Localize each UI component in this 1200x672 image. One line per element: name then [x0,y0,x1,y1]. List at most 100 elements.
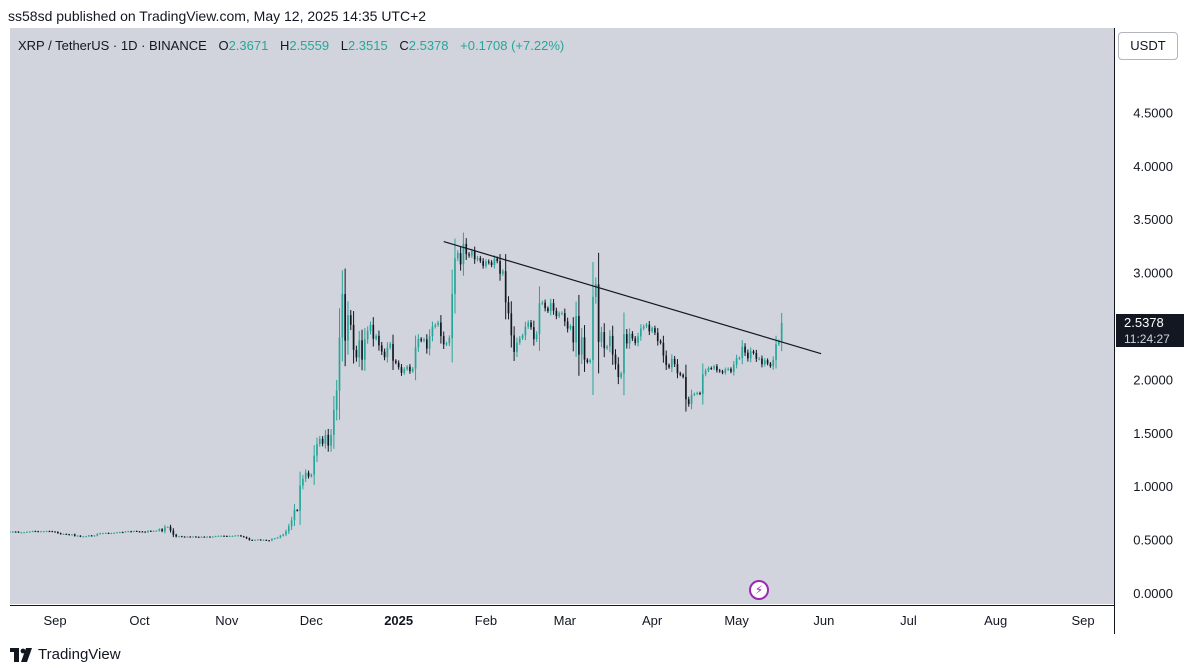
candle-body [487,261,490,263]
candle-body [352,324,355,350]
candle-body [482,260,484,266]
candle [144,531,147,533]
open-label: O [218,38,229,53]
candle-body [693,393,696,395]
candle-body [417,338,420,348]
candle-body [330,434,332,446]
candle [617,357,620,385]
candle-body [327,434,330,446]
candle-body [761,358,763,365]
candle-body [594,284,597,297]
candle-body [34,531,37,533]
time-axis[interactable]: Sep Oct Nov Dec 2025 Feb Mar Apr May Jun Jul Aug Sep [10,605,1114,635]
plot-area[interactable] [10,28,1114,604]
candle [730,367,732,374]
candle-body [138,531,141,533]
candle [397,360,400,370]
candle [597,252,600,374]
candle-body [423,339,425,341]
candle [440,315,442,344]
candle [226,535,228,537]
candle-body [209,536,211,538]
candle [685,364,687,412]
candle-body [364,339,366,360]
candle [203,536,206,538]
candle [369,321,372,335]
candle-body [380,345,383,352]
candle [445,341,448,347]
price-chart[interactable] [10,28,1114,604]
candle-body [524,326,527,336]
candle [152,530,155,532]
candle [603,323,606,358]
candle-body [79,535,82,537]
candle [414,335,417,381]
candle [237,535,239,537]
candle [513,326,515,361]
candle-body [161,529,163,532]
candle [417,334,420,352]
candle-body [580,337,583,355]
candle [318,435,321,447]
candle-body [696,392,699,394]
candle-body [690,394,693,405]
candle [65,533,68,535]
candle-body [479,258,482,261]
candle [701,363,704,405]
candle-body [287,526,290,532]
candle [133,530,135,533]
candle [406,365,408,371]
chart-frame[interactable]: XRP / TetherUS · 1D · BINANCE O2.3671 H2… [10,28,1187,635]
candle-body [369,324,372,331]
candle-body [682,374,684,377]
candle [659,339,662,345]
candle [338,308,341,420]
candle [10,531,11,533]
candle-body [662,342,665,356]
candle [169,524,172,533]
candle [68,533,70,536]
high-label: H [279,38,290,53]
candle-body [780,322,783,342]
candle [279,534,282,539]
candle-body [54,531,56,533]
candle-body [273,538,276,540]
candle [555,307,558,320]
candle-body [628,333,631,344]
symbol-title[interactable]: XRP / TetherUS · 1D · BINANCE [18,38,207,53]
time-tick-label: Nov [215,613,239,628]
lightning-icon[interactable]: ⚡ [749,580,769,600]
candle [563,308,566,327]
candle-body [442,336,445,345]
candle [287,523,290,535]
candle [310,473,313,478]
candle [147,530,149,533]
candle-body [499,261,501,274]
candle-body [527,322,530,327]
candle-body [307,472,310,477]
candle [744,343,746,356]
candle [614,349,617,370]
candle-body [302,478,304,486]
candle-body [710,368,713,370]
low-value: 2.3515 [347,38,388,53]
currency-button[interactable]: USDT [1118,32,1178,60]
candle [14,531,17,533]
candle-body [116,532,118,534]
candle [85,535,87,538]
candle-body [40,531,42,533]
candle [118,531,121,534]
candle [459,246,462,271]
candle-body [485,261,487,266]
trend-line[interactable] [443,240,822,355]
candle-body [355,349,358,358]
candle-body [304,472,307,479]
candle [327,428,330,452]
candle [462,232,465,276]
candle [504,254,507,320]
candle-body [90,535,93,537]
candle-body [366,330,369,340]
time-tick-label: May [724,613,749,628]
candle-body [516,342,518,352]
candle-body [172,530,175,535]
